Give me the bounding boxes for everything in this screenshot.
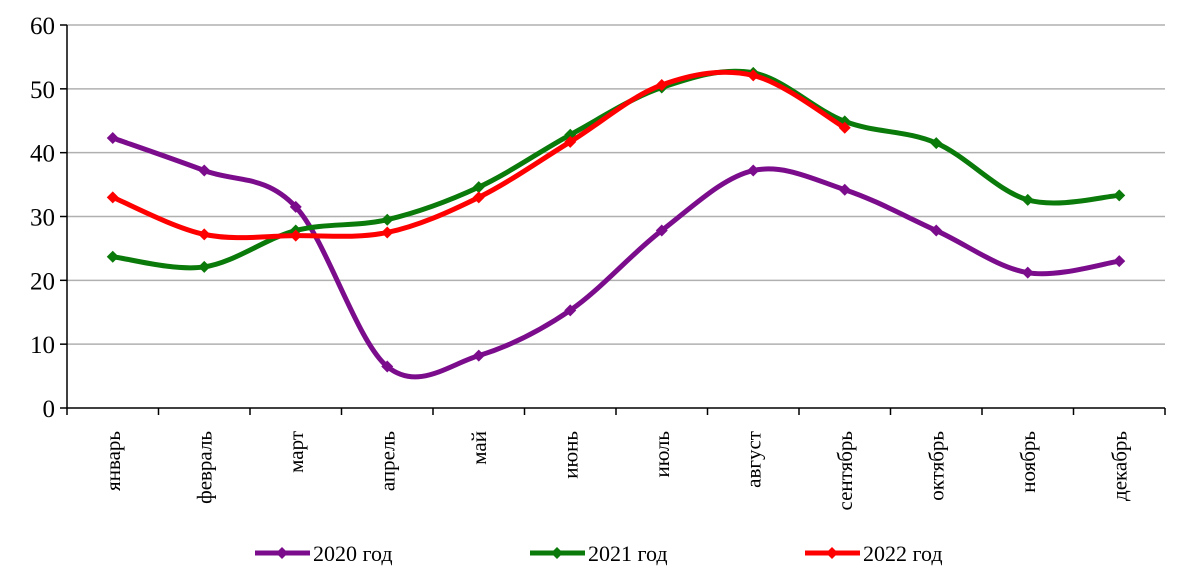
marker [381,213,394,226]
y-tick-label: 50 [30,77,55,104]
y-tick-label: 20 [30,268,55,295]
x-tick-label: август [741,431,765,488]
x-tick-label: октябрь [924,431,948,501]
x-tick-label: март [284,431,308,473]
marker [1113,189,1126,202]
marker [289,200,302,213]
x-tick-label: апрель [375,431,399,491]
legend-label: 2021 год [588,541,668,566]
legend-label: 2020 год [313,541,393,566]
series-line [111,69,847,241]
x-tick-label: июль [650,431,674,477]
x-tick-label: декабрь [1107,431,1131,501]
x-tick-label: февраль [192,431,216,504]
marker [1113,255,1126,268]
marker [198,260,211,273]
marker [289,229,302,242]
x-tick-label: январь [101,431,125,491]
marker [564,135,577,148]
marker [1021,266,1034,279]
legend-marker [551,547,563,559]
x-tick-label: май [467,431,491,465]
x-tick-label: сентябрь [833,431,857,510]
x-tick-label: ноябрь [1016,431,1040,493]
series-line [111,135,1120,380]
legend-marker [276,547,288,559]
marker [381,360,394,373]
marker [106,250,119,263]
marker [747,164,760,177]
marker [838,183,851,196]
marker [930,137,943,150]
y-tick-label: 30 [30,205,55,232]
marker [472,181,485,194]
marker [838,121,851,134]
marker [747,69,760,82]
legend-marker [826,547,838,559]
y-tick-label: 40 [30,141,55,168]
marker [1021,193,1034,206]
y-tick-label: 60 [30,13,55,40]
marker [381,226,394,239]
marker [198,228,211,241]
y-tick-label: 0 [43,396,56,423]
marker [472,349,485,362]
y-tick-label: 10 [30,332,55,359]
marker [198,164,211,177]
marker [106,191,119,204]
marker [106,131,119,144]
marker [564,304,577,317]
marker [930,224,943,237]
marker [655,224,668,237]
marker [472,191,485,204]
x-tick-label: июнь [558,431,582,479]
marker [655,79,668,92]
legend-label: 2022 год [863,541,943,566]
